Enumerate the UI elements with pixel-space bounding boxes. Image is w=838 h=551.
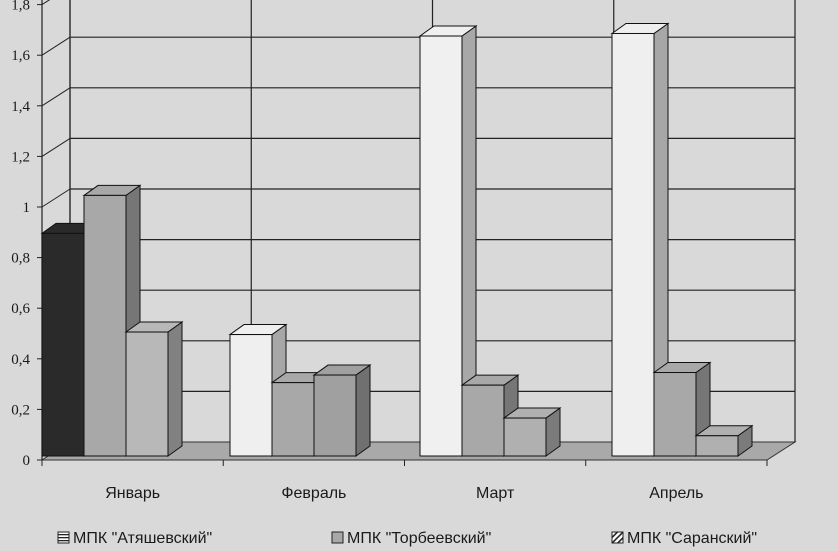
y-tick-label: 0,8 xyxy=(11,251,30,267)
bars xyxy=(40,22,754,457)
y-tick-label: 1,6 xyxy=(11,48,30,64)
legend-label: МПК "Саранский" xyxy=(627,530,757,547)
bar xyxy=(694,424,754,457)
category-label: Февраль xyxy=(281,485,346,502)
gridline-side xyxy=(41,87,71,107)
bar-front xyxy=(271,382,315,457)
legend-label: МПК "Торбеевский" xyxy=(347,530,491,547)
gridline-side xyxy=(41,0,51,6)
y-tick-label: 0,6 xyxy=(11,301,30,317)
y-tick-label: 0 xyxy=(23,453,31,469)
category-labels: Январь Февраль Март Апрель xyxy=(105,485,703,502)
bar-front xyxy=(695,435,739,457)
bar-front xyxy=(503,417,547,457)
bar-front xyxy=(653,372,697,457)
bar xyxy=(312,364,372,457)
y-tick-label: 1,4 xyxy=(11,99,30,115)
bar-front xyxy=(229,334,273,457)
bar-front xyxy=(313,374,357,457)
category-label: Январь xyxy=(105,485,160,502)
bar-front xyxy=(611,32,655,457)
bar-front xyxy=(461,384,505,457)
legend-swatch xyxy=(57,531,70,544)
y-tick-label: 0,4 xyxy=(11,352,30,368)
bar-side xyxy=(355,364,371,457)
y-tick-label: 0,2 xyxy=(11,402,30,418)
legend-swatch xyxy=(331,531,344,544)
bar xyxy=(124,321,184,457)
gridline-side xyxy=(41,137,71,157)
gridline-side xyxy=(41,36,71,56)
bar-front xyxy=(419,35,463,457)
legend-item: МПК "Саранский" xyxy=(611,530,757,547)
bar-front xyxy=(83,194,127,457)
legend-item: МПК "Торбеевский" xyxy=(331,530,491,547)
legend: МПК "Атяшевский" МПК "Торбеевский" МПК "Са… xyxy=(57,530,757,547)
bar-front xyxy=(41,232,85,457)
legend-swatch xyxy=(611,531,624,544)
gridline-side xyxy=(41,188,71,208)
legend-item: МПК "Атяшевский" xyxy=(57,530,212,547)
legend-label: МПК "Атяшевский" xyxy=(73,530,212,547)
bar xyxy=(418,25,478,457)
bar-side xyxy=(167,321,183,457)
y-tick-label: 1,2 xyxy=(11,149,30,165)
category-label: Апрель xyxy=(649,485,703,502)
bar xyxy=(610,22,670,457)
y-tick-label: 1 xyxy=(23,200,31,216)
y-tick-label: 1,8 xyxy=(11,0,30,14)
bar xyxy=(502,407,562,457)
bar xyxy=(652,361,712,457)
bar-front xyxy=(125,331,169,457)
category-label: Март xyxy=(476,485,515,502)
